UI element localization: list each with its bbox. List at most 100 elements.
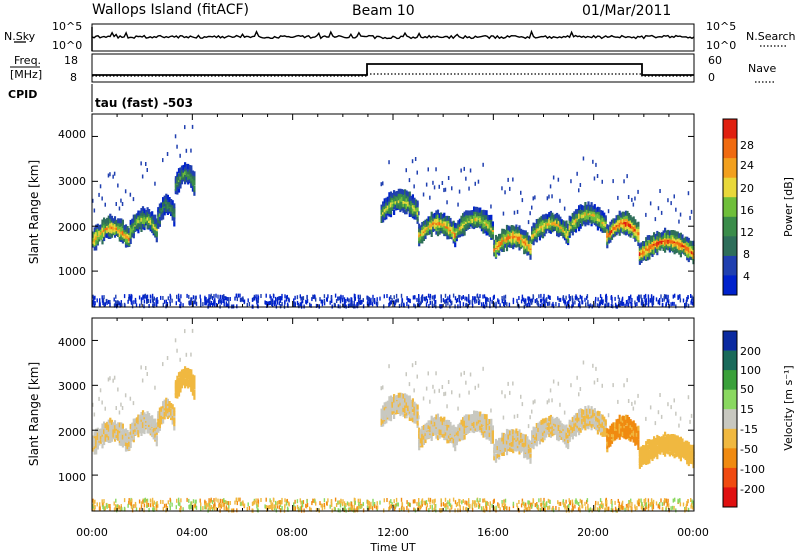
- power-ground-speckle: [563, 298, 565, 303]
- power-ground-speckle: [243, 299, 246, 304]
- power-ground-speckle: [400, 293, 403, 298]
- power-cell: [646, 235, 649, 241]
- velocity-cell: [689, 444, 692, 450]
- power-ground-speckle: [116, 300, 118, 305]
- power-cell: [162, 214, 165, 220]
- velocity-cell: [494, 453, 498, 459]
- power-ground-speckle: [539, 298, 542, 303]
- velocity-cell: [457, 424, 460, 430]
- power-ground-speckle: [476, 299, 478, 304]
- power-cell: [520, 233, 523, 239]
- power-ground-speckle: [246, 302, 248, 307]
- velocity-cell: [648, 458, 651, 464]
- velocity-cell: [96, 432, 99, 438]
- velocity-cell: [129, 433, 132, 439]
- power-ground-speckle: [433, 296, 435, 301]
- power-ground-speckle: [641, 297, 643, 302]
- power-ground-speckle: [120, 300, 122, 305]
- velocity-cell: [126, 441, 129, 447]
- power-ground-speckle: [209, 299, 211, 304]
- power-cell: [494, 239, 498, 245]
- power-cell: [643, 243, 646, 249]
- power-ground-speckle: [478, 300, 480, 305]
- velocity-cell: [176, 390, 179, 395]
- power-ground-speckle: [94, 301, 96, 306]
- power-cell: [140, 210, 143, 216]
- power-ground-speckle: [154, 302, 156, 307]
- velocity-cell: [473, 410, 476, 416]
- velocity-cell: [447, 422, 451, 428]
- power-ground-speckle: [140, 297, 143, 302]
- power-speckle: [132, 197, 135, 202]
- power-ground-speckle: [256, 300, 258, 305]
- power-ground-speckle: [389, 300, 392, 305]
- velocity-cell: [634, 428, 637, 434]
- power-ground-speckle: [503, 297, 505, 302]
- power-ground-speckle: [276, 298, 278, 303]
- velocity-cell: [552, 418, 556, 424]
- power-cell: [565, 220, 568, 226]
- velocity-cell: [686, 440, 689, 446]
- power-cell: [538, 231, 541, 237]
- power-cell: [548, 228, 551, 234]
- power-ground-speckle: [504, 299, 507, 304]
- velocity-speckle: [563, 410, 566, 415]
- velocity-cell: [638, 455, 641, 460]
- velocity-cell: [438, 424, 441, 430]
- power-speckle: [513, 210, 516, 215]
- power-cell: [123, 233, 126, 239]
- power-speckle: [675, 207, 677, 212]
- velocity-cell: [129, 429, 132, 435]
- power-cell: [535, 228, 538, 234]
- velocity-cell: [425, 422, 429, 428]
- power-ground-speckle: [552, 304, 555, 309]
- velocity-cell: [407, 395, 410, 401]
- power-cell: [466, 213, 469, 219]
- power-ground-speckle: [516, 298, 518, 303]
- power-cell: [576, 223, 579, 229]
- power-cell: [193, 185, 196, 191]
- power-cell: [576, 219, 579, 225]
- power-cell: [107, 215, 110, 221]
- power-cell: [466, 224, 469, 230]
- power-cell: [599, 226, 603, 232]
- power-speckle: [458, 189, 461, 194]
- power-ground-speckle: [631, 298, 633, 302]
- power-ground-speckle: [190, 300, 192, 305]
- power-cell: [191, 173, 194, 179]
- velocity-speckle: [490, 408, 492, 413]
- velocity-speckle: [477, 383, 480, 388]
- power-ground-speckle: [465, 302, 467, 307]
- power-ground-speckle: [227, 297, 230, 302]
- power-ground-speckle: [294, 295, 296, 300]
- velocity-ground-speckle: [501, 500, 503, 504]
- velocity-cell: [494, 447, 498, 453]
- power-cell: [383, 204, 386, 210]
- power-cell: [413, 197, 416, 203]
- velocity-cell: [496, 449, 499, 455]
- velocity-cell: [135, 422, 138, 428]
- velocity-cell: [152, 423, 155, 429]
- power-ground-speckle: [617, 294, 619, 299]
- power-cell: [562, 231, 565, 237]
- power-cell: [449, 232, 452, 238]
- power-cell: [129, 222, 132, 228]
- power-cell: [458, 221, 461, 227]
- power-cell: [137, 221, 140, 226]
- power-cell: [389, 194, 393, 200]
- velocity-cell: [596, 422, 599, 428]
- nave-trace: [92, 73, 694, 77]
- power-ground-speckle: [371, 302, 374, 307]
- velocity-cell: [494, 438, 498, 444]
- power-ground-speckle: [586, 294, 589, 299]
- velocity-cell: [488, 425, 491, 431]
- power-cell: [101, 232, 104, 237]
- power-cell: [413, 206, 416, 212]
- velocity-cell: [521, 444, 524, 450]
- power-ground-speckle: [375, 301, 378, 306]
- power-cell: [629, 215, 632, 221]
- power-cell: [509, 242, 512, 248]
- velocity-cell: [113, 423, 117, 429]
- velocity-speckle: [429, 399, 431, 404]
- power-cell: [595, 218, 598, 224]
